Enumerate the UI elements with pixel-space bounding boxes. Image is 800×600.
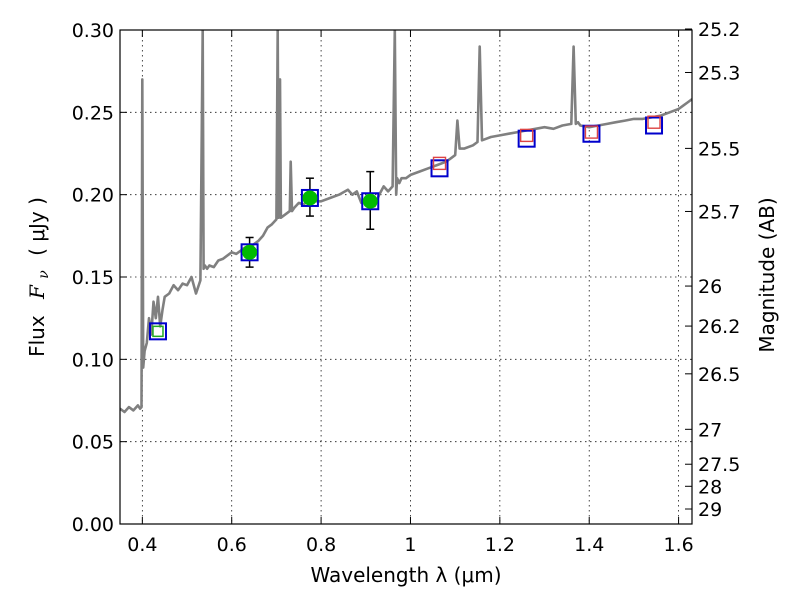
right-axis-label: Magnitude (AB) xyxy=(755,197,779,352)
right-tick-label: 25.5 xyxy=(698,138,740,160)
y-tick-label: 0.10 xyxy=(72,349,114,371)
y-axis-label-text: Flux xyxy=(25,315,49,357)
right-tick-label: 25.3 xyxy=(698,62,740,84)
y-tick-label: 0.25 xyxy=(72,102,114,124)
y-axis-label-subscript: ν xyxy=(36,270,52,279)
axis-ticks: 0.4 0.6 0.8 1 1.2 1.4 1.6 0.00 0.05 0.10 0.15 0.20 0… xyxy=(72,19,741,556)
nir-photometry-marker xyxy=(519,128,534,143)
y-axis-label: Flux F ν ( μJy ) xyxy=(25,197,53,357)
x-tick-label: 0.6 xyxy=(217,534,247,556)
x-tick-label: 1 xyxy=(404,534,416,556)
right-tick-label: 26.5 xyxy=(698,364,740,386)
blue-band-marker xyxy=(152,325,164,338)
model-flux-square xyxy=(240,243,259,262)
nir-photometry-marker xyxy=(647,115,661,129)
x-tick-label: 1.4 xyxy=(574,534,604,556)
right-tick-label: 29 xyxy=(698,499,722,521)
nir-photometry-marker xyxy=(584,125,599,139)
right-tick-label: 26.2 xyxy=(698,316,740,338)
spectrum-line xyxy=(120,30,692,414)
y-tick-label: 0.05 xyxy=(72,432,114,454)
right-tick-label: 25.2 xyxy=(698,19,740,41)
model-flux-square xyxy=(361,192,380,211)
y-axis-label-symbol: F xyxy=(25,284,49,300)
y-tick-label: 0.30 xyxy=(72,20,114,42)
x-tick-label: 1.6 xyxy=(663,534,693,556)
x-tick-label: 1.2 xyxy=(485,534,515,556)
x-axis-label: Wavelength λ (μm) xyxy=(310,563,501,587)
x-tick-label: 0.8 xyxy=(306,534,336,556)
right-tick-label: 27 xyxy=(698,419,722,441)
model-flux-square xyxy=(645,116,664,135)
photometry-markers xyxy=(148,115,664,341)
model-flux-square xyxy=(148,322,167,341)
photometry-point xyxy=(242,244,258,260)
right-tick-label: 27.5 xyxy=(698,454,740,476)
nir-photometry-marker xyxy=(432,156,447,171)
model-flux-square xyxy=(517,129,536,148)
grid-lines xyxy=(120,30,692,524)
y-tick-label: 0.00 xyxy=(72,514,114,536)
right-tick-label: 26 xyxy=(698,276,722,298)
y-axis-label-unit: ( μJy ) xyxy=(25,197,49,256)
right-tick-label: 25.7 xyxy=(698,201,740,223)
y-tick-label: 0.20 xyxy=(72,185,114,207)
spectrum-series xyxy=(120,30,692,414)
x-tick-label: 0.4 xyxy=(127,534,157,556)
photometry-point xyxy=(362,193,378,209)
right-tick-label: 28 xyxy=(698,476,722,498)
photometry-point xyxy=(302,190,318,206)
model-flux-square xyxy=(300,188,319,207)
y-tick-label: 0.15 xyxy=(72,267,114,289)
model-flux-square xyxy=(430,159,449,178)
